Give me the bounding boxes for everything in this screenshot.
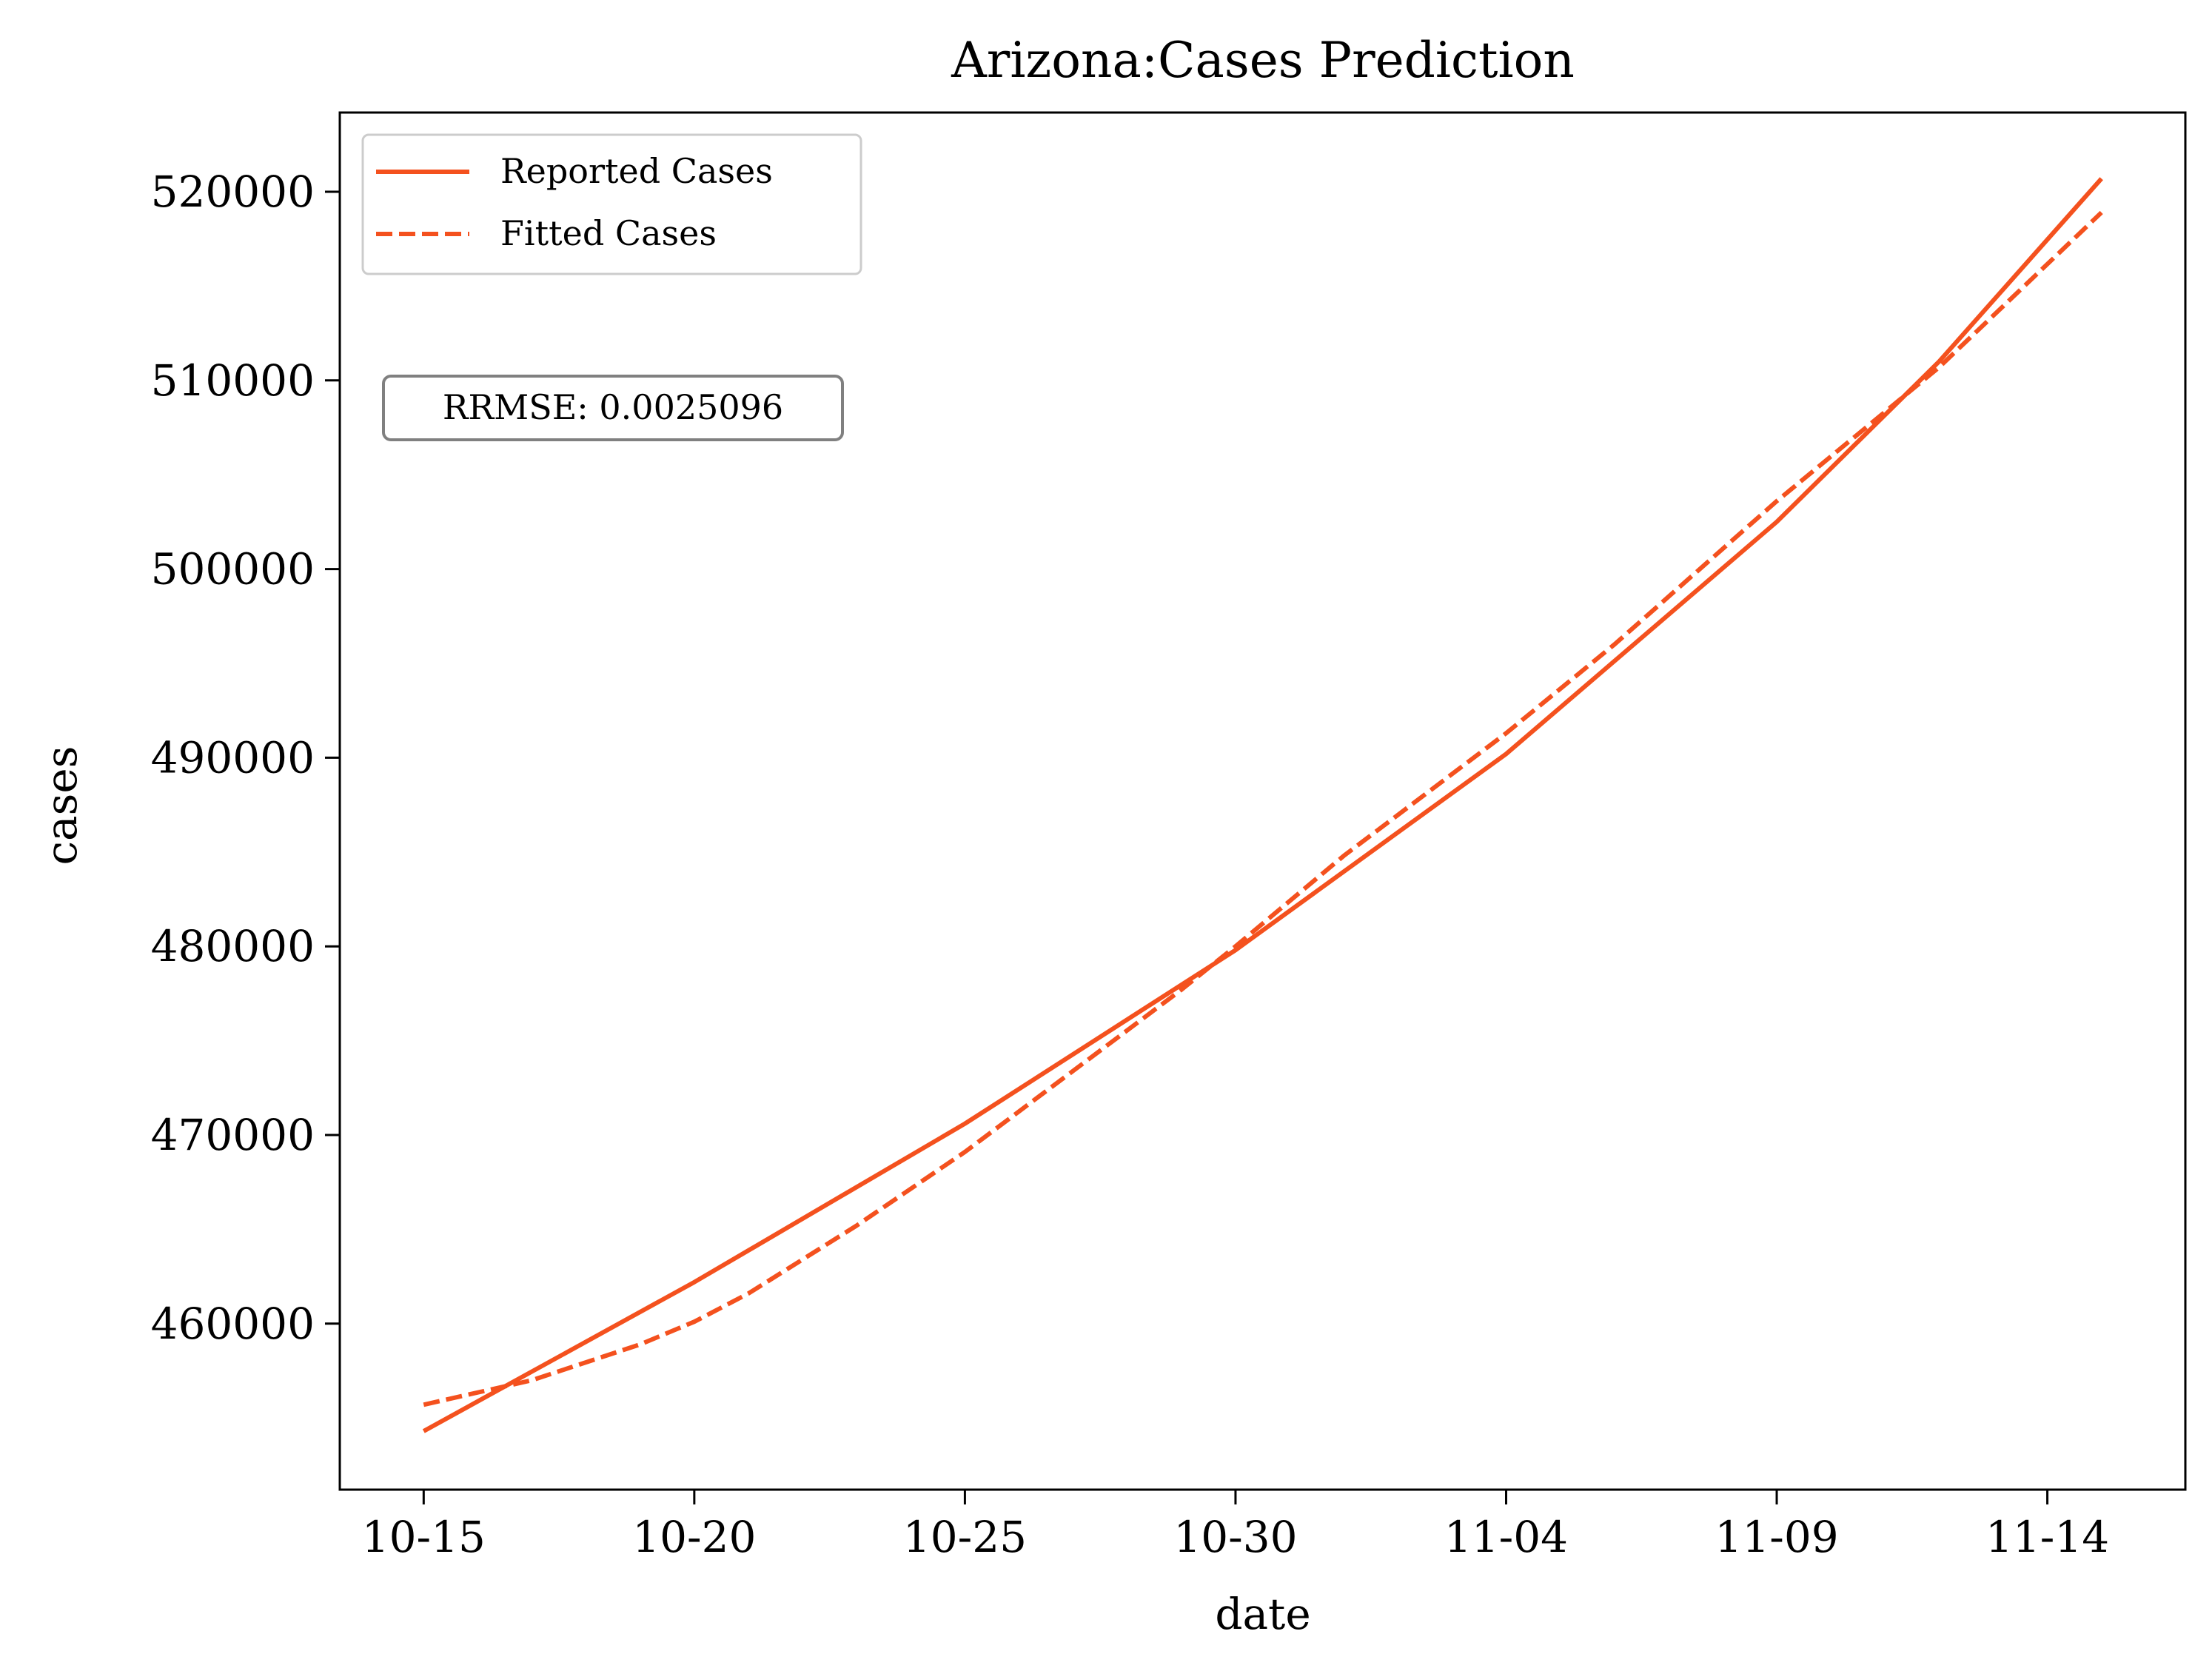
- y-tick-label: 520000: [151, 167, 315, 217]
- x-tick-label: 11-04: [1444, 1512, 1568, 1562]
- series-line-fitted-cases: [423, 210, 2103, 1407]
- legend: Reported Cases Fitted Cases: [361, 133, 862, 275]
- axis-ticks: 10-15 10-20 10-25 10-30 11-04 11-09 11-14 46000…: [151, 167, 2110, 1562]
- x-tick-label: 11-14: [1985, 1512, 2109, 1562]
- y-tick-label: 470000: [151, 1110, 315, 1160]
- y-tick-label: 510000: [151, 355, 315, 406]
- x-tick-label: 10-30: [1173, 1512, 1297, 1562]
- annotation-text: RRMSE: 0.0025096: [443, 387, 783, 427]
- rrmse-annotation: RRMSE: 0.0025096: [382, 375, 844, 441]
- x-tick-label: 11-09: [1715, 1512, 1838, 1562]
- y-tick-label: 500000: [151, 544, 315, 595]
- x-tick-label: 10-25: [903, 1512, 1027, 1562]
- y-tick-label: 480000: [151, 921, 315, 971]
- legend-label-reported-cases: Reported Cases: [500, 151, 773, 191]
- y-tick-label: 490000: [151, 732, 315, 783]
- y-axis-label: cases: [36, 746, 87, 866]
- x-tick-label: 10-15: [362, 1512, 486, 1562]
- y-tick-label: 460000: [151, 1299, 315, 1349]
- x-tick-label: 10-20: [632, 1512, 756, 1562]
- annotation-box: [382, 375, 844, 441]
- legend-frame: [361, 133, 862, 275]
- legend-label-fitted-cases: Fitted Cases: [500, 213, 717, 253]
- x-axis-label: date: [1215, 1589, 1310, 1639]
- chart-title: Arizona:Cases Prediction: [951, 32, 1575, 89]
- plot-frame: [338, 111, 2187, 1491]
- series-lines: [422, 177, 2103, 1433]
